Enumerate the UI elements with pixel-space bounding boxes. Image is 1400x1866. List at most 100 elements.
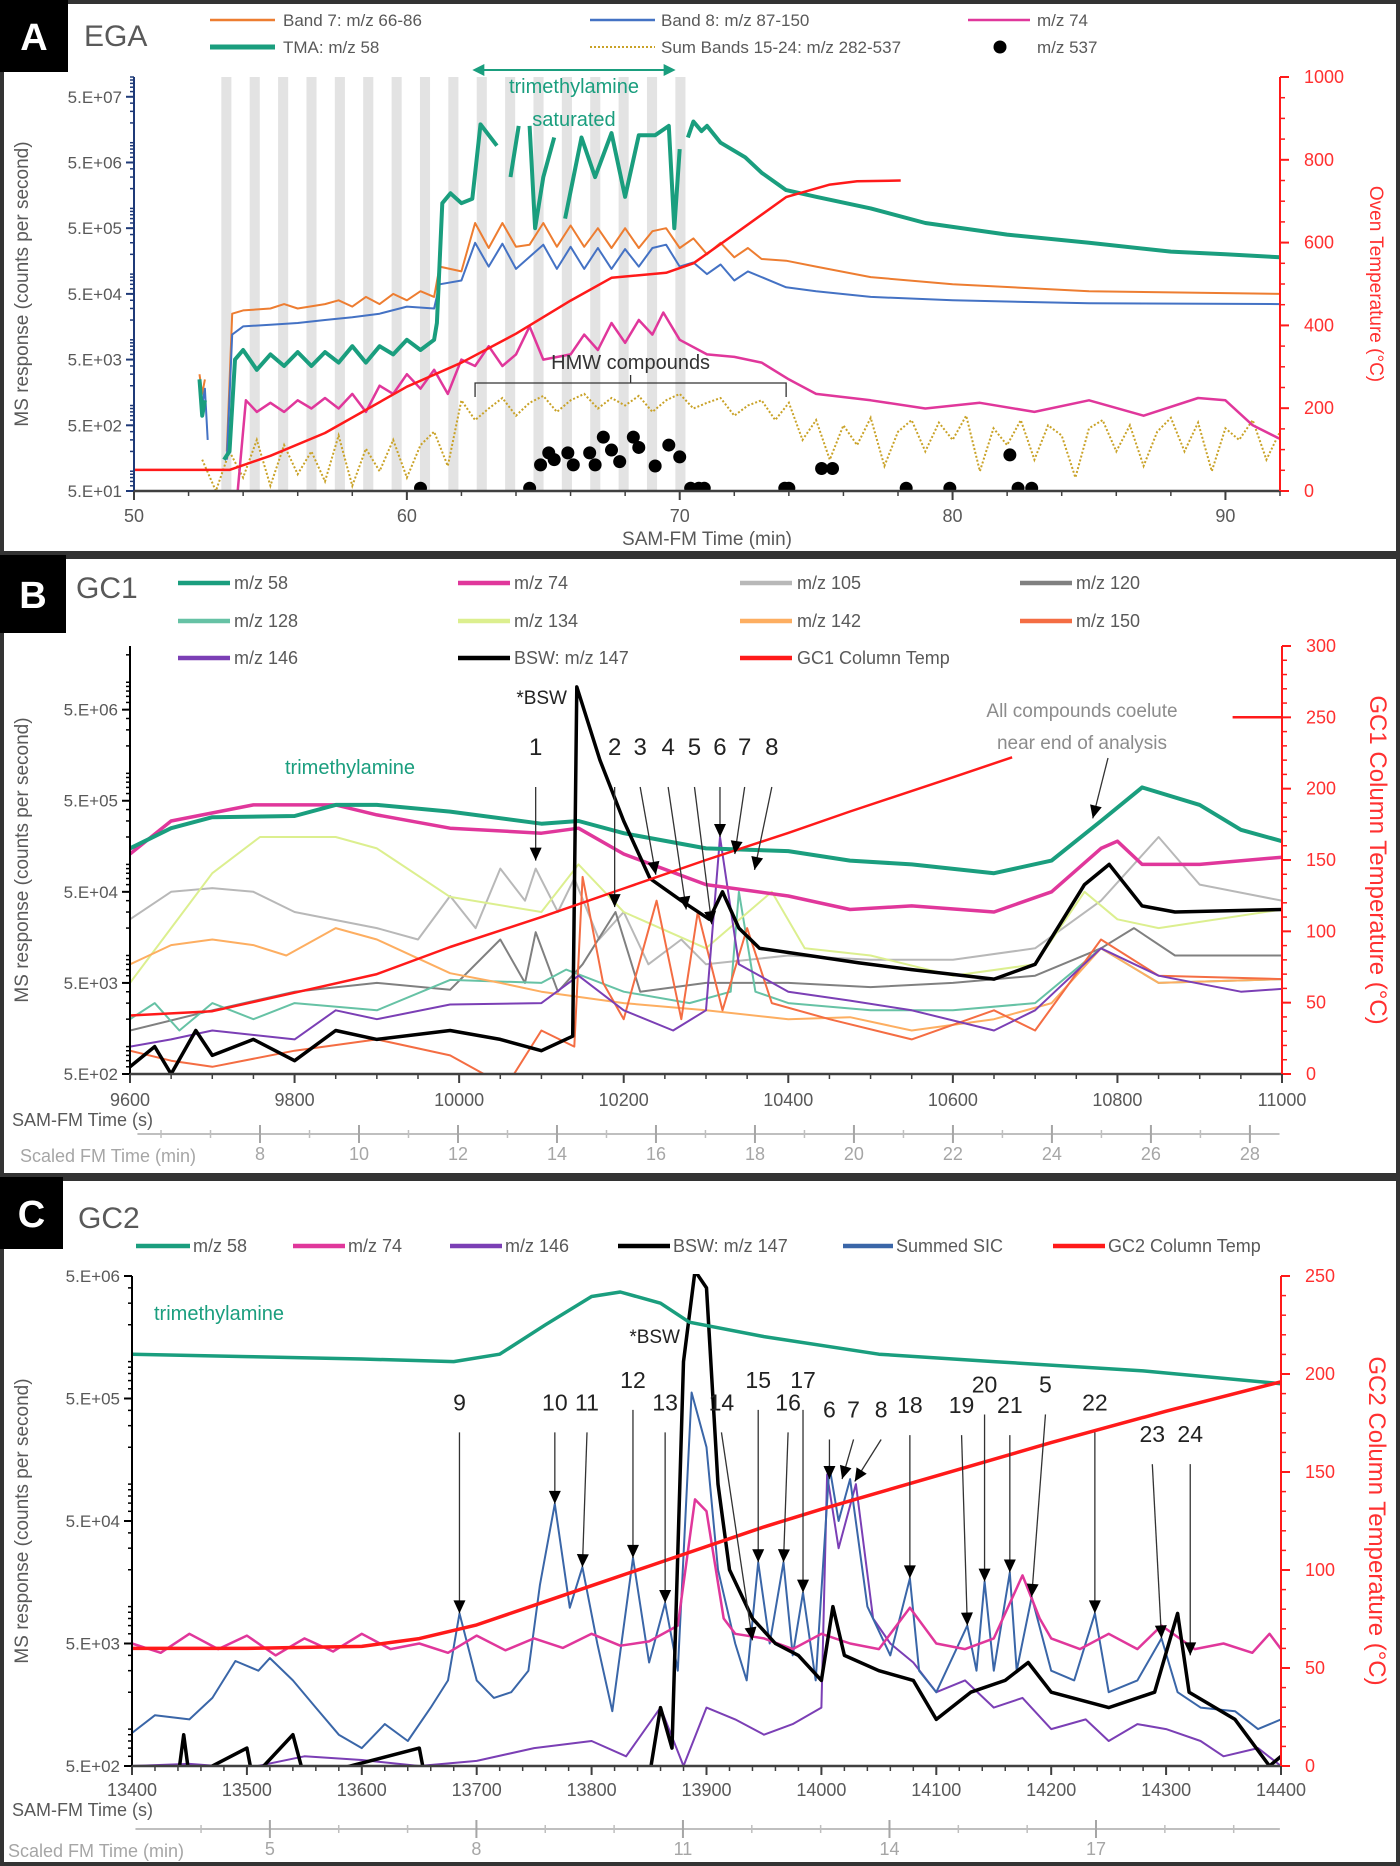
series-m-z-142 [130, 927, 1282, 1032]
point-mz-537 [523, 481, 537, 492]
x-axis-title: SAM-FM Time (min) [622, 529, 792, 550]
panel-label: B [19, 575, 46, 617]
legend-item: m/z 74 [293, 1236, 402, 1256]
legend: m/z 58 m/z 74 m/z 105 m/z 120 m/z 128 m/z 134… [178, 573, 1140, 668]
scaled-tick-label: 14 [547, 1144, 567, 1164]
panel-label: A [20, 17, 47, 59]
y2-tick-label: 400 [1304, 315, 1334, 335]
x-tick-label: 14100 [911, 1780, 961, 1800]
y2-tick-label: 100 [1305, 1560, 1335, 1580]
annotation-arrow [753, 786, 773, 871]
scaled-tick-label: 18 [745, 1144, 765, 1164]
y2-tick-label: 50 [1306, 993, 1326, 1013]
y-tick-label: 5.E+04 [64, 883, 118, 902]
series-bsw-m-z-147 [177, 1274, 1281, 1767]
heating-step-band [221, 77, 232, 491]
series-m-z-58 [130, 785, 1282, 876]
series-m-z-146 [130, 836, 1282, 1048]
x-tick-label: 50 [124, 506, 144, 526]
peak-label: 6 [823, 1396, 836, 1422]
legend-label: m/z 146 [505, 1236, 569, 1256]
annotations: trimethylamine *BSW All compounds coelute n… [285, 688, 1178, 925]
saturation-label-line2: saturated [532, 109, 615, 131]
y-axis-title: MS response (counts per second) [12, 717, 33, 1002]
x-tick-label: 13500 [222, 1780, 272, 1800]
legend: m/z 58 m/z 74 m/z 146 BSW: m/z 147 Summed SI… [136, 1236, 1261, 1256]
point-mz-537 [588, 458, 602, 472]
series-m-z-128 [130, 890, 1282, 1032]
x-tick-label: 10000 [434, 1090, 484, 1110]
x-tick-label: 60 [397, 506, 417, 526]
peak-label: 16 [775, 1389, 801, 1415]
legend-item: Sum Bands 15-24: m/z 282-537 [590, 38, 901, 57]
heating-step-band [278, 77, 289, 491]
scaled-tick-label: 14 [879, 1839, 899, 1859]
series-tma-m-z-58 [197, 119, 1280, 461]
heating-step-band [363, 77, 374, 491]
saturation-label-line1: trimethylamine [509, 76, 639, 98]
arrowhead-icon [978, 1568, 991, 1582]
legend-item: m/z 74 [458, 573, 568, 593]
scaled-tick-label: 24 [1042, 1144, 1062, 1164]
y2-axis-title: Oven Temperature (°C) [1365, 186, 1386, 382]
legend-label: m/z 128 [234, 611, 298, 631]
y-tick-label: 5.E+07 [68, 88, 122, 107]
plot-area [132, 1274, 1281, 1767]
y2-tick-label: 600 [1304, 233, 1334, 253]
scaled-tick-label: 5 [265, 1839, 275, 1859]
heating-step-band [618, 77, 629, 491]
arrowhead-icon [576, 1553, 589, 1568]
legend-item: m/z 105 [740, 573, 861, 593]
legend-label: Sum Bands 15-24: m/z 282-537 [661, 38, 901, 57]
scaled-tick-label: 26 [1141, 1144, 1161, 1164]
heating-step-band [391, 77, 402, 491]
heating-step-band [533, 77, 544, 491]
arrow-right-icon [663, 64, 676, 76]
arrowhead-icon [823, 1466, 836, 1480]
y-tick-label: 5.E+02 [66, 1757, 120, 1776]
peak-label: 4 [661, 734, 674, 761]
x-tick-label: 10400 [763, 1090, 813, 1110]
scaled-tick-label: 17 [1086, 1839, 1106, 1859]
point-mz-537 [561, 446, 575, 460]
heating-step-band [334, 77, 345, 491]
series-m-z-120 [130, 911, 1282, 1032]
peak-label: 19 [949, 1392, 975, 1418]
heating-step-band [505, 77, 516, 491]
heating-step-band [561, 77, 572, 491]
y2-axis-title: GC1 Column Temperature (°C) [1364, 695, 1391, 1024]
peak-label: 24 [1177, 1421, 1203, 1447]
legend-label: m/z 142 [797, 611, 861, 631]
legend-item: m/z 128 [178, 611, 298, 631]
x-axis-title: SAM-FM Time (s) [12, 1110, 153, 1130]
legend-item: m/z 74 [968, 11, 1088, 30]
y-tick-label: 5.E+01 [68, 482, 122, 501]
annotation-arrow [782, 1432, 789, 1563]
point-mz-537 [632, 440, 646, 454]
y2-tick-label: 150 [1306, 850, 1336, 870]
legend-item: GC1 Column Temp [740, 648, 950, 668]
x-tick-label: 14400 [1256, 1780, 1306, 1800]
annotation-arrow [639, 786, 657, 875]
point-mz-537 [1011, 481, 1025, 492]
series-gc2-column-temp [132, 1380, 1281, 1651]
series-m-z-134 [130, 836, 1282, 984]
y-tick-label: 5.E+04 [68, 285, 122, 304]
legend-item: Summed SIC [843, 1236, 1003, 1256]
bsw-label: *BSW [516, 688, 567, 709]
scaled-axis-title: Scaled FM Time (min) [20, 1146, 196, 1166]
panel-label: C [18, 1194, 45, 1236]
point-mz-537 [826, 462, 840, 476]
y2-tick-label: 0 [1306, 1064, 1316, 1084]
peak-label: 14 [709, 1389, 735, 1415]
series-band-7-m-z-66-86 [198, 222, 1280, 452]
point-mz-537 [613, 455, 627, 469]
x-tick-label: 13800 [567, 1780, 617, 1800]
y-tick-label: 5.E+02 [68, 416, 122, 435]
peak-label: 18 [897, 1392, 923, 1418]
y2-axis-title: GC2 Column Temperature (°C) [1363, 1356, 1390, 1685]
y-tick-label: 5.E+06 [66, 1267, 120, 1286]
series-band-8-m-z-87-150 [198, 241, 1280, 460]
legend-label: BSW: m/z 147 [514, 648, 629, 668]
